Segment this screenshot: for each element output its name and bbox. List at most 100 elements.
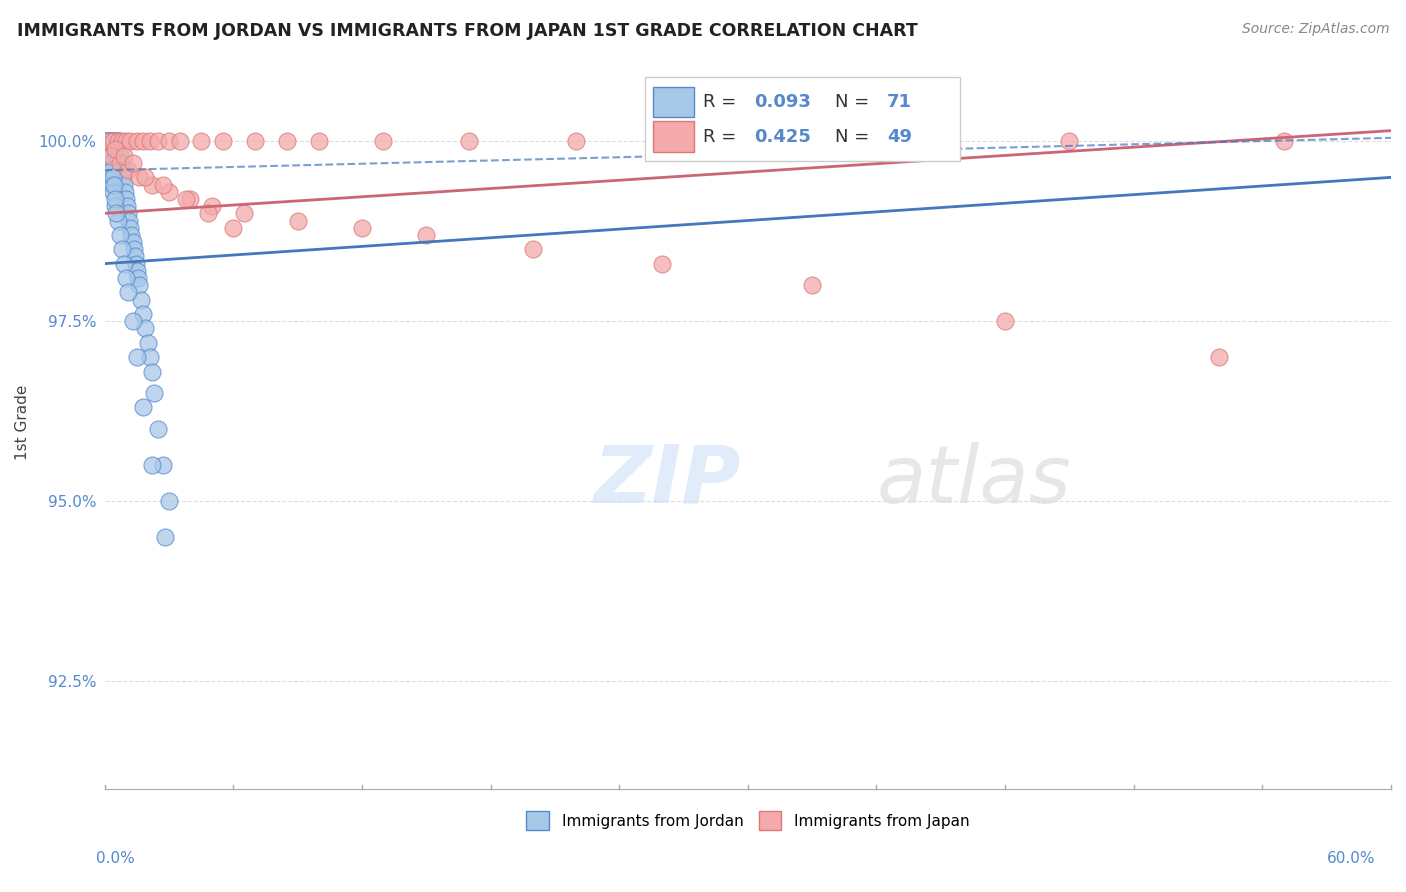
Point — [105, 206, 128, 220]
Y-axis label: 1st Grade: 1st Grade — [15, 384, 30, 459]
Point — [110, 156, 132, 170]
Point — [125, 135, 148, 149]
Point — [222, 220, 245, 235]
Point — [134, 321, 156, 335]
Point — [124, 250, 146, 264]
Point — [101, 135, 124, 149]
Point — [415, 227, 437, 242]
Point — [100, 170, 122, 185]
Point — [107, 213, 129, 227]
Legend: Immigrants from Jordan, Immigrants from Japan: Immigrants from Jordan, Immigrants from … — [520, 805, 976, 836]
Point — [801, 278, 824, 293]
Point — [157, 494, 180, 508]
Point — [120, 135, 142, 149]
Point — [112, 257, 135, 271]
Point — [129, 293, 152, 307]
Point — [125, 350, 148, 364]
Point — [104, 135, 127, 149]
Point — [132, 307, 155, 321]
Point — [96, 135, 118, 149]
Point — [141, 178, 163, 192]
Point — [174, 192, 197, 206]
Point — [103, 178, 125, 192]
Point — [120, 220, 142, 235]
Point — [96, 142, 118, 156]
Point — [100, 135, 122, 149]
Point — [1059, 135, 1081, 149]
Point — [111, 242, 134, 256]
Point — [105, 135, 128, 149]
Point — [211, 135, 233, 149]
FancyBboxPatch shape — [645, 77, 960, 161]
Point — [115, 199, 138, 213]
Point — [108, 156, 131, 170]
FancyBboxPatch shape — [652, 87, 693, 118]
Point — [458, 135, 481, 149]
Text: N =: N = — [835, 93, 876, 112]
Point — [651, 257, 673, 271]
Point — [190, 135, 212, 149]
Point — [115, 192, 138, 206]
Point — [128, 278, 150, 293]
Point — [233, 206, 256, 220]
Text: atlas: atlas — [876, 442, 1071, 519]
Point — [243, 135, 266, 149]
Point — [138, 350, 160, 364]
Point — [103, 135, 125, 149]
Point — [132, 401, 155, 415]
Point — [111, 170, 134, 185]
Text: 71: 71 — [887, 93, 911, 112]
Text: 49: 49 — [887, 128, 911, 145]
Point — [565, 135, 588, 149]
Text: N =: N = — [835, 128, 876, 145]
Point — [104, 199, 127, 213]
Point — [97, 142, 120, 156]
Point — [103, 185, 125, 199]
Point — [96, 135, 118, 149]
Point — [97, 135, 120, 149]
Point — [522, 242, 544, 256]
Point — [169, 135, 191, 149]
Text: 60.0%: 60.0% — [1327, 851, 1375, 865]
Point — [107, 135, 129, 149]
Point — [103, 135, 125, 149]
Point — [153, 530, 176, 544]
Point — [143, 386, 166, 401]
Point — [148, 135, 170, 149]
Point — [101, 170, 124, 185]
Point — [118, 213, 141, 227]
Point — [350, 220, 373, 235]
Point — [115, 135, 138, 149]
Point — [1272, 135, 1295, 149]
Point — [101, 178, 124, 192]
Point — [157, 185, 180, 199]
Text: R =: R = — [703, 128, 742, 145]
Point — [125, 257, 148, 271]
Point — [125, 264, 148, 278]
Point — [152, 178, 174, 192]
Point — [108, 149, 131, 163]
Point — [100, 163, 122, 178]
Point — [96, 135, 118, 149]
Point — [121, 314, 143, 328]
Point — [693, 135, 716, 149]
Point — [117, 285, 139, 300]
Point — [865, 135, 887, 149]
Point — [308, 135, 330, 149]
Text: ZIP: ZIP — [593, 442, 741, 519]
Point — [94, 135, 117, 149]
Point — [97, 135, 120, 149]
Point — [97, 135, 120, 149]
Point — [104, 192, 127, 206]
Point — [98, 135, 121, 149]
Point — [115, 271, 138, 285]
Point — [127, 271, 149, 285]
Point — [111, 135, 134, 149]
Text: IMMIGRANTS FROM JORDAN VS IMMIGRANTS FROM JAPAN 1ST GRADE CORRELATION CHART: IMMIGRANTS FROM JORDAN VS IMMIGRANTS FRO… — [17, 22, 918, 40]
Point — [100, 156, 122, 170]
Text: 0.0%: 0.0% — [96, 851, 135, 865]
Point — [141, 458, 163, 472]
Point — [121, 227, 143, 242]
Point — [179, 192, 201, 206]
Point — [98, 149, 121, 163]
